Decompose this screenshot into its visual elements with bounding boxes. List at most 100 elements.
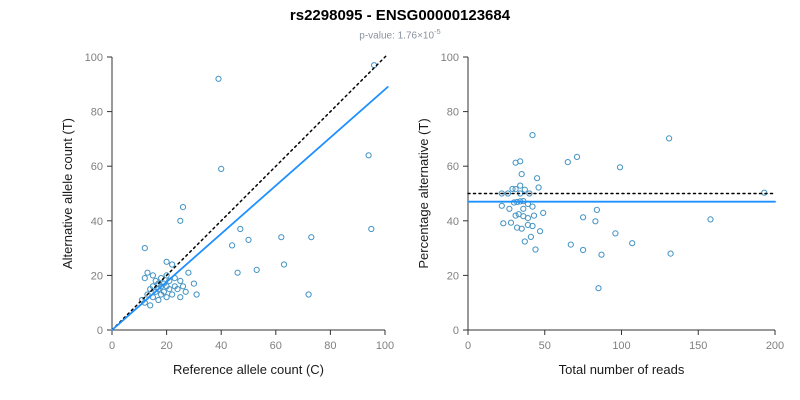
scatter-point bbox=[761, 189, 768, 196]
scatter-point bbox=[517, 158, 524, 165]
scatter-point bbox=[163, 294, 170, 301]
scatter-point bbox=[149, 272, 156, 279]
x-tick-label: 0 bbox=[109, 340, 115, 352]
scatter-point bbox=[518, 225, 525, 232]
y-tick-label: 0 bbox=[97, 325, 103, 337]
scatter-point bbox=[524, 215, 532, 222]
y-axis-title: Percentage alternative (T) bbox=[416, 118, 431, 268]
x-tick-label: 100 bbox=[612, 340, 630, 352]
x-tick-label: 150 bbox=[689, 340, 707, 352]
scatter-point bbox=[540, 209, 547, 216]
scatter-point bbox=[160, 288, 167, 295]
scatter-point bbox=[520, 205, 527, 212]
scatter-point bbox=[707, 216, 714, 223]
scatter-point bbox=[141, 275, 148, 282]
y-tick-label: 40 bbox=[91, 216, 103, 228]
scatter-point bbox=[155, 296, 162, 304]
scatter-point bbox=[144, 291, 151, 298]
x-tick-label: 0 bbox=[465, 340, 471, 352]
scatter-point bbox=[177, 217, 184, 224]
y-axis-title: Alternative allele count (T) bbox=[60, 118, 75, 269]
scatter-point bbox=[237, 225, 244, 233]
scatter-point bbox=[592, 218, 599, 225]
scatter-point bbox=[229, 242, 236, 249]
scatter-point bbox=[177, 294, 184, 301]
scatter-point bbox=[534, 175, 541, 182]
scatter-point bbox=[667, 250, 674, 257]
percentage-alternative-scatter-chart: 0 50 100 150 200 0 20 40 60 80 100 Total number of … bbox=[416, 52, 784, 377]
scatter-point bbox=[177, 277, 184, 284]
scatter-point bbox=[507, 219, 515, 226]
scatter-point bbox=[526, 190, 533, 197]
x-tick-label: 60 bbox=[270, 340, 282, 352]
scatter-point bbox=[537, 228, 544, 235]
y-tick-label: 100 bbox=[441, 52, 459, 64]
scatter-point bbox=[185, 269, 192, 276]
scatter-point bbox=[144, 269, 151, 276]
y-tick-label: 40 bbox=[447, 216, 459, 228]
scatter-point bbox=[245, 236, 252, 243]
scatter-point bbox=[580, 246, 587, 254]
scatter-point bbox=[179, 283, 187, 290]
x-tick-label: 80 bbox=[324, 340, 336, 352]
scatter-point bbox=[616, 164, 624, 171]
y-tick-label: 60 bbox=[91, 161, 103, 173]
y-tick-label: 20 bbox=[91, 270, 103, 282]
y-tick-label: 0 bbox=[453, 325, 459, 337]
scatter-point bbox=[308, 234, 315, 241]
scatter-point bbox=[666, 135, 673, 142]
scatter-point bbox=[498, 202, 505, 209]
pvalue-exponent: -5 bbox=[434, 27, 441, 36]
y-tick-label: 20 bbox=[447, 270, 459, 282]
scatter-point bbox=[190, 280, 197, 287]
scatter-point bbox=[193, 291, 200, 298]
charts-row: 0 20 40 60 80 100 0 20 40 60 80 100 Reference allele… bbox=[0, 42, 800, 400]
scatter-point bbox=[147, 302, 154, 309]
scatter-point bbox=[530, 212, 538, 219]
scatter-point bbox=[182, 288, 189, 295]
scatter-point bbox=[521, 186, 528, 193]
pvalue-text: p-value: 1.76×10 bbox=[359, 30, 435, 42]
x-axis-title: Reference allele count (C) bbox=[173, 362, 324, 377]
scatter-point bbox=[506, 205, 513, 212]
scatter-point bbox=[595, 285, 602, 292]
scatter-point bbox=[529, 132, 536, 139]
x-tick-label: 200 bbox=[766, 340, 784, 352]
scatter-point bbox=[529, 222, 536, 230]
identity-line bbox=[111, 53, 389, 331]
scatter-point bbox=[518, 171, 525, 178]
scatter-point bbox=[218, 165, 225, 173]
scatter-point bbox=[598, 251, 605, 258]
scatter-point bbox=[174, 286, 181, 293]
scatter-point bbox=[305, 291, 312, 298]
y-tick-label: 80 bbox=[91, 107, 103, 119]
x-tick-label: 40 bbox=[215, 340, 227, 352]
scatter-point bbox=[580, 214, 587, 221]
scatter-point bbox=[567, 241, 574, 248]
regression-line bbox=[111, 86, 389, 331]
plot-title: rs2298095 - ENSG00000123684 bbox=[289, 7, 511, 24]
x-tick-label: 50 bbox=[539, 340, 551, 352]
allele-count-scatter-chart: 0 20 40 60 80 100 0 20 40 60 80 100 Reference allele… bbox=[60, 52, 394, 377]
scatter-point bbox=[253, 266, 260, 273]
plot-header: rs2298095 - ENSG00000123684 p-value: 1.7… bbox=[0, 0, 800, 42]
scatter-point bbox=[529, 203, 536, 210]
scatter-point bbox=[166, 286, 173, 293]
scatter-point bbox=[179, 204, 187, 211]
scatter-point bbox=[234, 269, 241, 276]
scatter-point bbox=[593, 206, 600, 213]
scatter-point bbox=[163, 272, 170, 279]
scatter-point bbox=[280, 261, 288, 268]
scatter-point bbox=[365, 152, 372, 159]
scatter-point bbox=[504, 190, 512, 197]
scatter-point bbox=[532, 246, 539, 253]
x-tick-label: 20 bbox=[160, 340, 172, 352]
scatter-point bbox=[527, 233, 534, 240]
scatter-point bbox=[141, 245, 148, 252]
scatter-point bbox=[169, 261, 176, 268]
scatter-point bbox=[215, 75, 222, 82]
scatter-point bbox=[629, 240, 636, 247]
y-tick-label: 100 bbox=[85, 52, 103, 64]
pvalue-subtitle: p-value: 1.76×10-5 bbox=[0, 27, 800, 41]
scatter-point bbox=[509, 185, 516, 192]
